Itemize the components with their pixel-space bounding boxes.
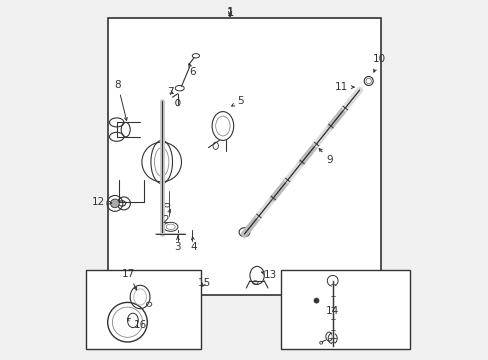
Text: 3: 3 [174,236,181,252]
Circle shape [110,199,119,208]
Text: 6: 6 [188,64,195,77]
Text: 14: 14 [325,306,339,316]
Text: 15: 15 [197,278,210,288]
Text: 1: 1 [226,8,233,18]
Text: 8: 8 [114,80,127,121]
Text: 13: 13 [261,270,277,280]
Text: 17: 17 [122,269,136,290]
Text: 7: 7 [167,87,173,97]
Text: 4: 4 [190,236,197,252]
Text: 2: 2 [163,209,170,225]
Text: 9: 9 [319,149,333,165]
Bar [107,18,381,295]
Text: 16: 16 [127,319,146,330]
Text: 11: 11 [334,82,353,92]
Text: 10: 10 [372,54,385,72]
Text: 12: 12 [92,197,112,207]
Circle shape [313,298,318,303]
Text: 5: 5 [231,96,244,106]
Text: 1: 1 [226,6,233,19]
Bar [86,270,201,349]
Bar [280,270,409,349]
